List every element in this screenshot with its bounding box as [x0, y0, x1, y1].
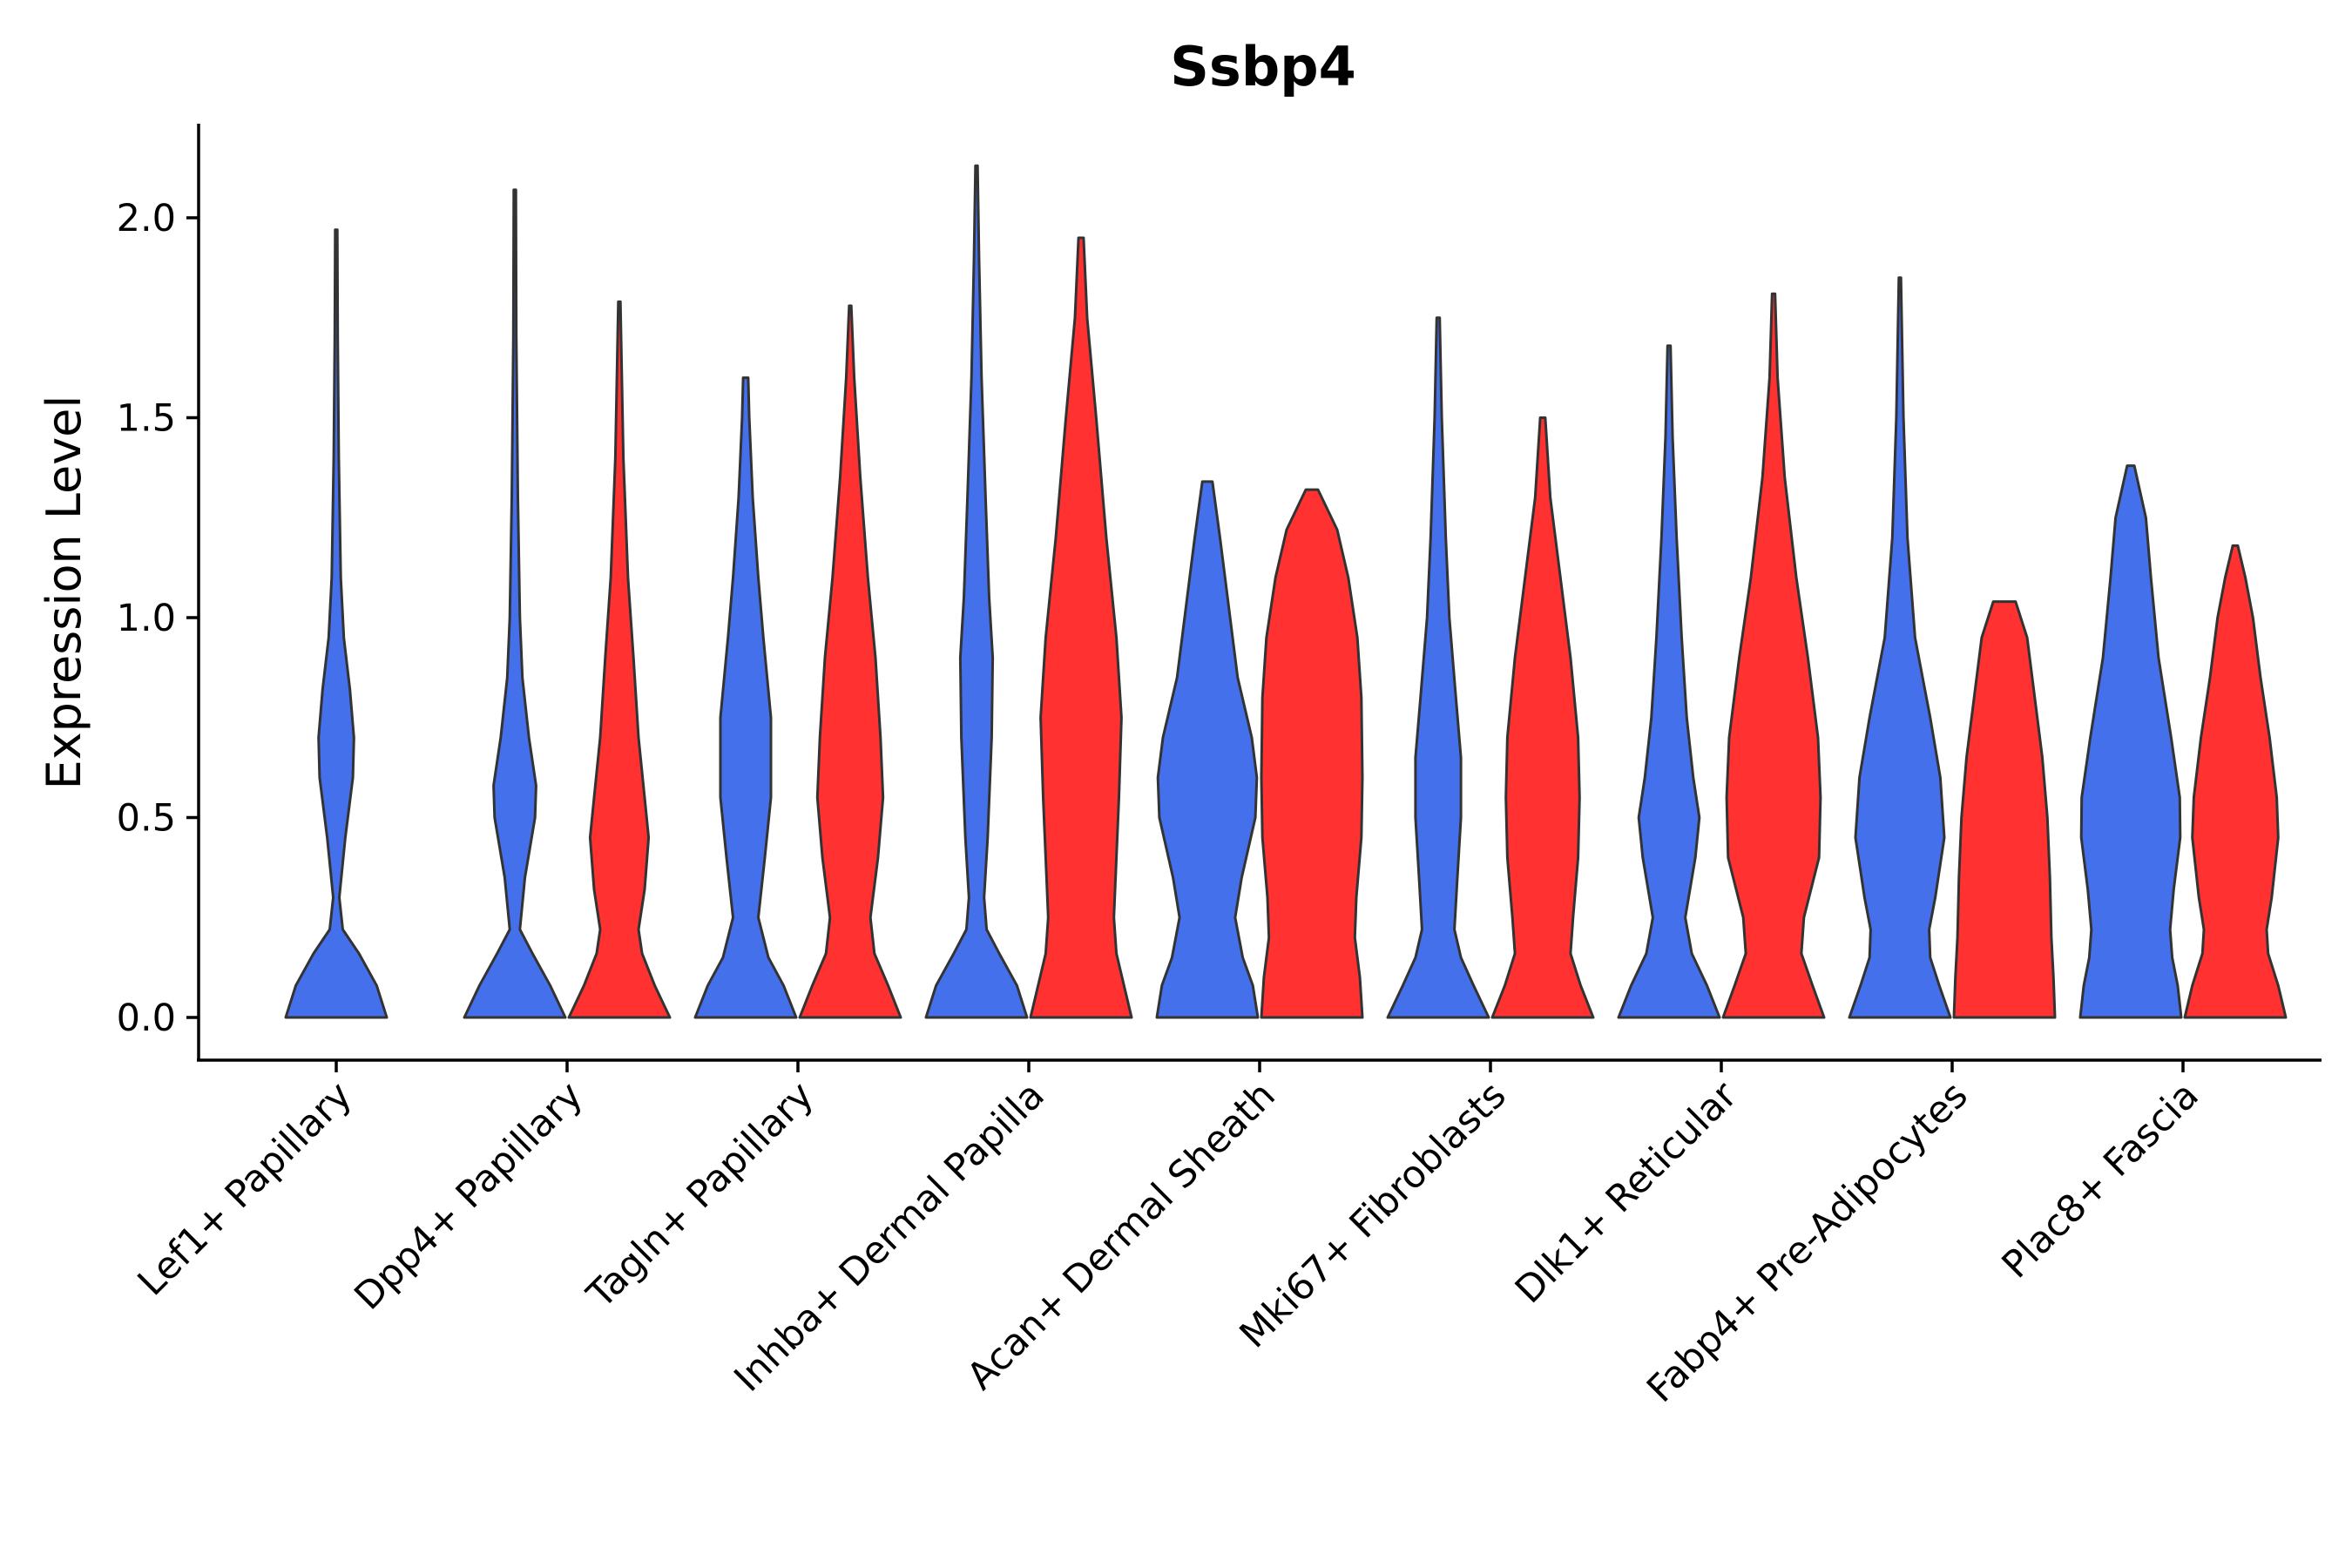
y-ticks-group: 0.0 0.5 1.0 1.5 2.0 [117, 197, 199, 1040]
violin-group-red-2 [798, 304, 902, 1019]
y-tick-label: 0.0 [117, 997, 176, 1040]
violin-group-blue-1 [463, 188, 567, 1019]
x-tick-label: Dpp4+ Papillary [347, 1073, 591, 1318]
y-axis-label: Expression Level [37, 395, 91, 790]
violin-group-blue-5 [1386, 316, 1490, 1019]
violin-group-red-8 [2183, 544, 2288, 1019]
y-tick-label: 0.5 [117, 797, 176, 841]
y-tick-label: 1.5 [117, 397, 176, 441]
violin-group-blue-6 [1617, 344, 1721, 1019]
violin-group-red-3 [1029, 236, 1133, 1019]
violin-group-blue-8 [2078, 464, 2183, 1019]
y-tick-label: 1.0 [117, 597, 176, 640]
x-tick-label: Lef1+ Papillary [130, 1073, 361, 1304]
x-tick-label: Tagln+ Papillary [578, 1073, 822, 1317]
violin-group-red-6 [1721, 292, 1826, 1019]
x-tick-label: Plac8+ Fascia [1994, 1073, 2207, 1287]
chart-title: Ssbp4 [1170, 35, 1355, 98]
violin-group-red-5 [1490, 416, 1595, 1019]
violin-group-blue-4 [1155, 480, 1260, 1019]
violin-group-blue-0 [284, 228, 389, 1019]
x-tick-label: Mki67+ Fibroblasts [1232, 1073, 1515, 1356]
violin-group-blue-2 [693, 376, 798, 1019]
y-tick-label: 2.0 [117, 197, 176, 240]
violin-group-red-4 [1260, 488, 1364, 1019]
violins-group [284, 164, 2288, 1019]
x-tick-label: Dlk1+ Reticular [1507, 1073, 1746, 1312]
violin-group-red-1 [567, 300, 672, 1019]
violin-group-blue-3 [924, 164, 1029, 1019]
violin-group-red-7 [1952, 600, 2057, 1019]
violin-group-blue-7 [1848, 276, 1952, 1019]
